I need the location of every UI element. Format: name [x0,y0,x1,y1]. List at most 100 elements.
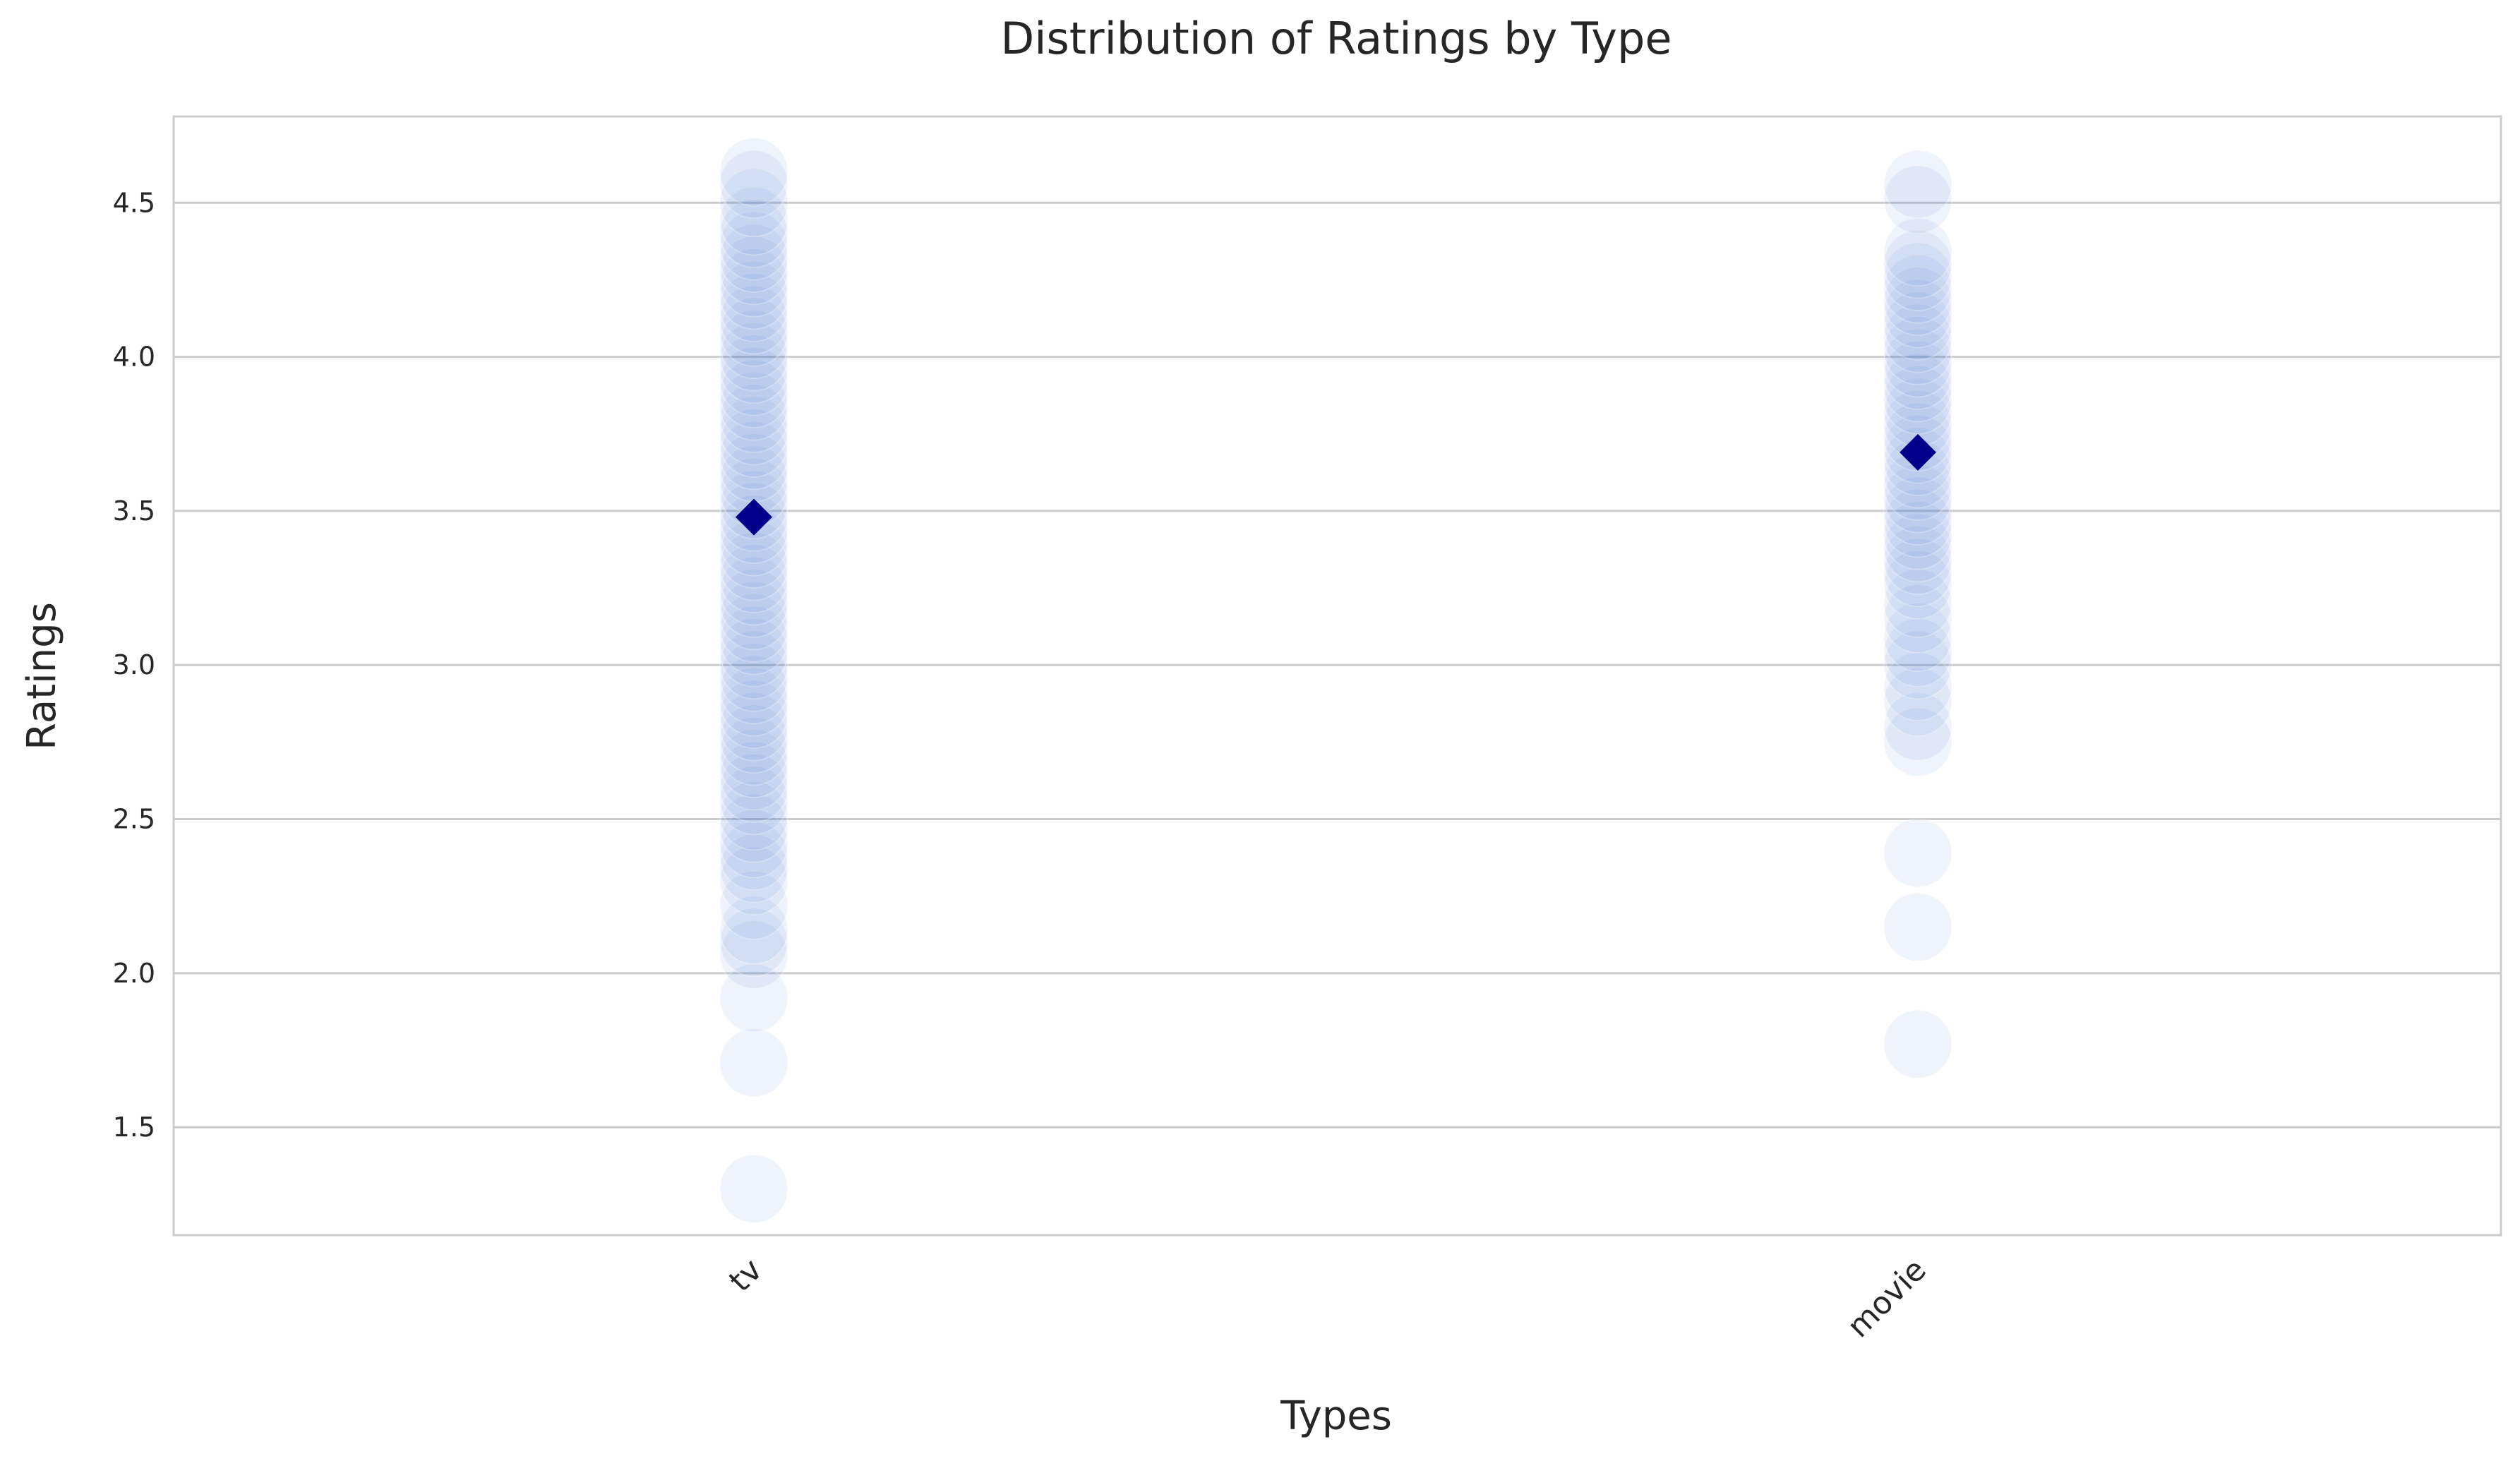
data-point [719,383,788,453]
plot-frame [172,115,2502,1237]
data-point [719,211,788,281]
y-tick-label: 3.0 [113,649,155,680]
data-point [719,793,788,863]
data-point [719,236,788,306]
data-point [719,781,788,851]
data-point [719,728,788,798]
data-point [719,248,788,318]
data-point [1883,229,1952,299]
data-point [1883,584,1952,654]
data-point [719,908,788,978]
data-point [719,322,788,392]
data-point [719,150,788,220]
data-point [1883,630,1952,700]
data-point [1883,692,1952,762]
data-point [719,834,788,903]
y-axis-ticks: 1.5 2.0 2.5 3.0 3.5 4.0 4.5 [113,187,155,1143]
data-point [719,396,788,466]
data-point [719,618,788,687]
data-point [1883,602,1952,672]
data-point [719,408,788,478]
data-point [1883,513,1952,583]
data-point [1883,150,1952,220]
data-point [719,593,788,663]
data-point [719,1028,788,1098]
data-point [1883,164,1952,234]
data-point [719,766,788,836]
data-point [1883,525,1952,595]
y-tick-label: 4.0 [113,342,155,373]
data-point [719,168,788,238]
data-point [719,260,788,330]
data-point [1883,291,1952,361]
data-point [719,272,788,342]
data-point [719,963,788,1033]
data-point [719,359,788,428]
data-point [719,741,788,811]
data-point [1883,707,1952,777]
data-point [1883,568,1952,638]
data-point [719,371,788,441]
data-point [1883,353,1952,423]
data-point [1883,365,1952,435]
data-point [719,581,788,651]
data-point [719,809,788,879]
data-point [719,556,788,626]
data-point [719,692,788,762]
data-point [1883,488,1952,558]
data-point [1883,667,1952,737]
gridlines [174,201,2501,1129]
data-point [1883,500,1952,570]
y-tick-label: 2.0 [113,958,155,989]
y-tick-label: 3.5 [113,495,155,527]
data-point [719,186,788,256]
x-axis-ticks: tv movie [722,1252,1933,1345]
data-point [719,1154,788,1224]
data-point [719,335,788,404]
y-tick-label: 2.5 [113,804,155,835]
data-point [719,920,788,990]
data-point [1883,476,1952,546]
x-tick-label: movie [1840,1252,1933,1345]
data-point [719,680,788,750]
data-point [1883,279,1952,349]
data-point [719,870,788,940]
data-point [1883,328,1952,398]
data-point [719,310,788,380]
data-point [719,421,788,491]
data-point [719,716,788,786]
data-point [719,704,788,774]
y-axis-label: Ratings [19,602,65,750]
data-point [1883,303,1952,373]
y-tick-label: 1.5 [113,1112,155,1143]
data-point [1883,340,1952,410]
data-point [1883,538,1952,608]
data-point [1883,1009,1952,1079]
data-point [1883,315,1952,385]
data-point [719,642,788,712]
data-point [1883,550,1952,620]
mean-markers [736,433,1936,536]
data-point [719,285,788,355]
data-point [1883,618,1952,687]
data-point [719,223,788,293]
data-point [719,347,788,416]
data-point [1883,266,1952,336]
chart-title: Distribution of Ratings by Type [1001,13,1672,64]
data-point [719,655,788,725]
x-tick-label: tv [722,1252,769,1299]
data-point [719,846,788,915]
data-point [719,606,788,675]
data-point [1883,651,1952,721]
data-point [719,667,788,737]
data-point [719,297,788,367]
data-point [719,753,788,823]
y-tick-label: 4.5 [113,187,155,218]
mean-marker [1900,433,1936,471]
data-point [1883,892,1952,962]
data-point [719,543,788,613]
data-point [719,895,788,965]
data-points [719,137,1952,1224]
data-point [719,568,788,638]
